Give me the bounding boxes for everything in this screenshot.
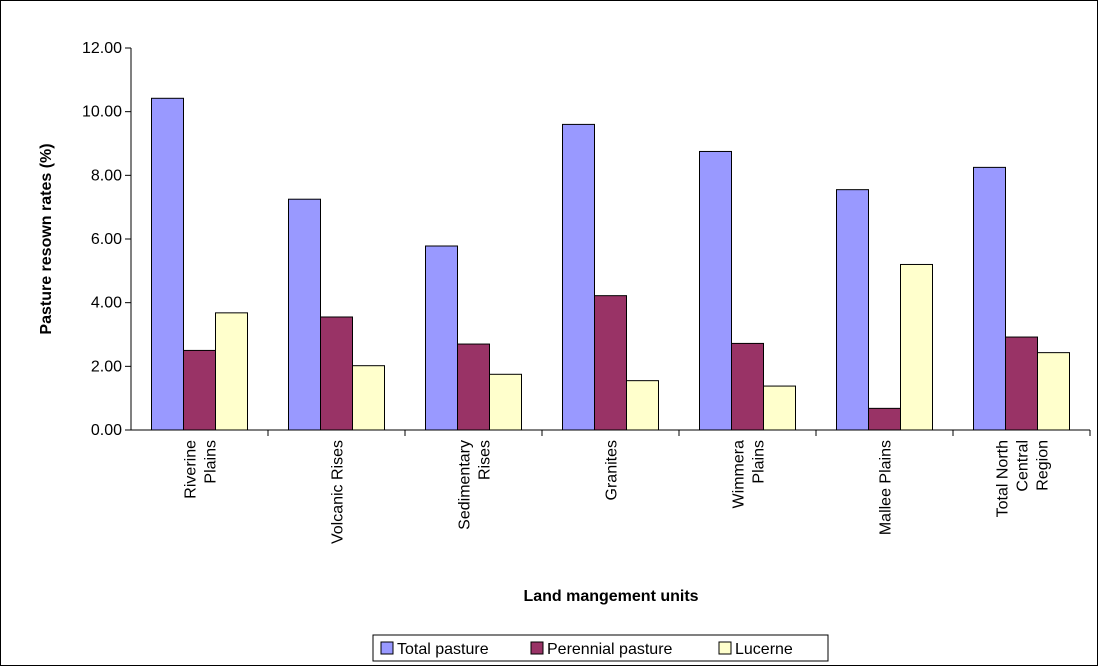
- bar-perennial-pasture: [868, 407, 901, 431]
- y-tick-label: 0.00: [91, 422, 122, 439]
- legend-swatch: [530, 641, 544, 655]
- y-tick-label: 10.00: [82, 104, 122, 121]
- y-axis-title: Pasture resown rates (%): [38, 143, 55, 334]
- legend-label: Perennial pasture: [547, 641, 673, 658]
- y-tick-label: 4.00: [91, 295, 122, 312]
- x-category-label-line: Granites: [604, 440, 621, 500]
- x-category-label: Riverine Plains: [183, 440, 220, 499]
- bar-perennial-pasture: [457, 343, 490, 431]
- legend-swatch: [380, 641, 394, 655]
- y-tick-label: 8.00: [91, 167, 122, 184]
- legend-label: Lucerne: [735, 641, 793, 658]
- bar-total-pasture: [151, 97, 184, 431]
- legend-swatch: [718, 641, 732, 655]
- x-category-label-line: Riverine: [183, 440, 200, 499]
- x-category-label-line: Region: [1035, 440, 1052, 491]
- x-category-label: Sedimentary Rises: [457, 440, 494, 530]
- x-category-label-line: Total North: [995, 440, 1012, 517]
- bar-perennial-pasture: [183, 349, 216, 431]
- bar-lucerne: [900, 263, 933, 431]
- y-tick-label: 6.00: [91, 231, 122, 248]
- bar-lucerne: [489, 373, 522, 431]
- legend: Total pasture Perennial pasture Lucerne: [372, 634, 829, 662]
- legend-box: [372, 634, 829, 662]
- x-category-label-line: Sedimentary: [457, 440, 474, 530]
- x-category-label: Wimmera Plains: [731, 440, 768, 509]
- legend-label: Total pasture: [397, 641, 489, 658]
- x-category-label: Volcanic Rises: [330, 440, 347, 544]
- bar-total-pasture: [973, 166, 1006, 431]
- x-axis-title: Land mangement units: [523, 588, 698, 605]
- bar-perennial-pasture: [731, 342, 764, 431]
- bar-total-pasture: [425, 245, 458, 431]
- bar-lucerne: [1037, 352, 1070, 431]
- x-category-label-line: Central: [1015, 440, 1032, 492]
- x-category-label-line: Plains: [751, 440, 768, 484]
- bar-lucerne: [626, 380, 659, 431]
- bar-perennial-pasture: [1005, 336, 1038, 431]
- x-category-label-line: Volcanic Rises: [330, 440, 347, 544]
- x-category-label-line: Rises: [477, 440, 494, 480]
- x-category-label: Mallee Plains: [878, 440, 895, 535]
- bar-lucerne: [352, 365, 385, 431]
- bar-total-pasture: [836, 189, 869, 431]
- bar-total-pasture: [562, 123, 595, 431]
- bar-lucerne: [215, 312, 248, 431]
- x-category-label-line: Plains: [203, 440, 220, 484]
- y-tick-label: 2.00: [91, 358, 122, 375]
- bar-perennial-pasture: [594, 295, 627, 431]
- x-category-label-line: Mallee Plains: [878, 440, 895, 535]
- x-category-label: Total North Central Region: [995, 440, 1052, 517]
- y-tick-label: 12.00: [82, 40, 122, 57]
- x-category-label-line: Wimmera: [731, 440, 748, 509]
- bar-lucerne: [763, 385, 796, 431]
- bar-total-pasture: [288, 198, 321, 431]
- bar-perennial-pasture: [320, 316, 353, 431]
- bar-total-pasture: [699, 150, 732, 431]
- x-category-label: Granites: [604, 440, 621, 500]
